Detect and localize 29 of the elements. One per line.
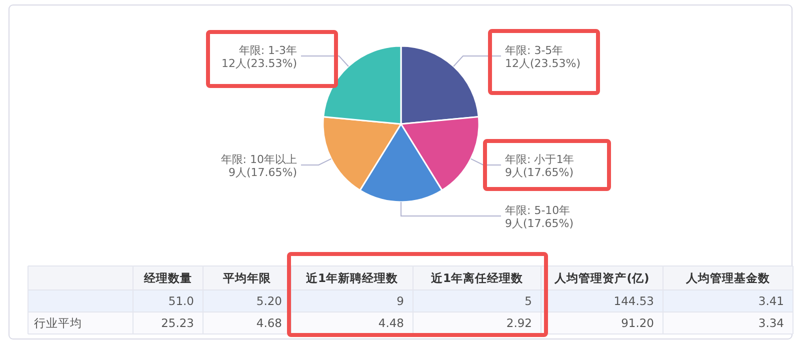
category-label: 人均管理基金数	[685, 271, 771, 285]
text: 3.34	[758, 316, 784, 330]
data-label: 9人(17.65%)	[505, 166, 574, 180]
data-label: 9人(17.65%)	[505, 217, 574, 230]
text: 5	[524, 294, 532, 308]
data-label: 12人(23.53%)	[221, 57, 297, 70]
slice-label: 年限: 10年以上	[220, 153, 297, 166]
text: 4.68	[256, 316, 282, 330]
text: 5.20	[256, 294, 282, 308]
text: 144.53	[614, 294, 654, 308]
slice-label: 年限: 3-5年	[505, 44, 564, 58]
data-label: 9人(17.65%)	[228, 166, 297, 180]
text: 91.20	[621, 316, 654, 330]
text: 25.23	[161, 316, 194, 330]
text: 4.48	[378, 316, 404, 330]
text: 2.92	[506, 316, 532, 330]
text: 51.0	[168, 294, 194, 308]
category-label: 行业平均	[34, 316, 82, 330]
category-label: 人均管理资产(亿)	[554, 271, 650, 285]
text: 9	[396, 294, 404, 308]
text: 3.41	[758, 294, 784, 308]
category-label: 经理数量	[143, 271, 192, 285]
category-label: 近1年离任经理数	[430, 271, 524, 285]
slice-label: 年限: 5-10年	[505, 204, 570, 217]
slice-label: 年限: 小于1年	[505, 153, 574, 166]
data-label: 12人(23.53%)	[505, 57, 581, 70]
category-label: 平均年限	[222, 271, 272, 285]
slice-label: 年限: 1-3年	[238, 44, 297, 58]
category-label: 近1年新聘经理数	[304, 271, 399, 285]
